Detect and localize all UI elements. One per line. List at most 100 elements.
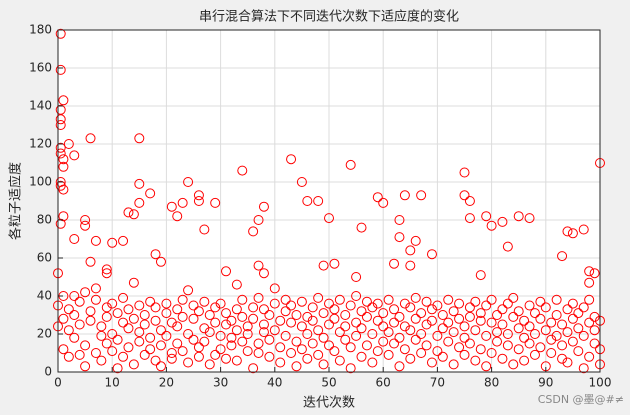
point [221, 266, 232, 277]
point [80, 215, 91, 225]
point [502, 340, 513, 351]
y-tick-label: 40 [37, 289, 52, 303]
point [584, 266, 595, 277]
point [567, 336, 578, 347]
point [296, 321, 307, 332]
point [145, 344, 156, 355]
point [58, 95, 69, 106]
point [340, 334, 351, 345]
point [112, 308, 123, 319]
point [161, 330, 172, 341]
point [562, 226, 573, 237]
point [486, 317, 497, 328]
point [63, 304, 74, 315]
point [134, 133, 145, 144]
point [101, 264, 112, 275]
point [551, 330, 562, 341]
point [567, 313, 578, 324]
point [112, 334, 123, 345]
point [193, 190, 204, 201]
point [269, 325, 280, 336]
y-tick-label: 140 [29, 99, 52, 113]
watermark: CSDN @墨@#≠ [538, 393, 624, 406]
point [155, 340, 166, 351]
point [334, 355, 345, 366]
point [508, 359, 519, 370]
point [226, 332, 237, 343]
point [150, 302, 161, 313]
point [529, 349, 540, 360]
point [307, 302, 318, 313]
point [123, 342, 134, 353]
point [107, 346, 118, 357]
point [172, 321, 183, 332]
point [589, 338, 600, 349]
point [356, 323, 367, 334]
point [345, 159, 356, 170]
point [118, 292, 129, 303]
point [269, 283, 280, 294]
point [481, 300, 492, 311]
point [567, 298, 578, 309]
point [188, 313, 199, 324]
point [112, 363, 123, 374]
point [258, 268, 269, 279]
point [183, 357, 194, 368]
point [307, 315, 318, 326]
point [524, 338, 535, 349]
point [286, 348, 297, 358]
point [74, 296, 85, 307]
point [193, 306, 204, 317]
point [481, 211, 492, 222]
point [258, 319, 269, 330]
point [432, 330, 443, 341]
point [96, 355, 107, 366]
point [513, 344, 524, 355]
point [475, 270, 486, 281]
point [63, 325, 74, 336]
point [275, 315, 286, 326]
point [248, 226, 259, 237]
point [529, 308, 540, 319]
point [80, 220, 91, 231]
point [513, 306, 524, 317]
x-tick-label: 80 [484, 376, 499, 390]
point [589, 325, 600, 336]
point [291, 336, 302, 347]
x-axis-label: 迭代次数 [303, 395, 355, 411]
point [519, 355, 530, 366]
point [118, 235, 129, 246]
point [242, 346, 253, 357]
point [63, 351, 74, 362]
point [302, 353, 313, 364]
point [318, 308, 329, 319]
point [210, 197, 221, 208]
point [464, 338, 475, 349]
point [166, 348, 177, 358]
point [448, 306, 459, 317]
point [155, 256, 166, 267]
point [470, 296, 481, 307]
point [258, 304, 269, 315]
point [101, 338, 112, 349]
point [378, 321, 389, 332]
point [351, 317, 362, 328]
point [551, 294, 562, 305]
point [475, 308, 486, 319]
point [69, 332, 80, 343]
point [372, 315, 383, 326]
point [280, 294, 291, 305]
point [74, 349, 85, 360]
point [535, 296, 546, 307]
point [248, 302, 259, 313]
point [356, 306, 367, 317]
point [324, 340, 334, 351]
point [351, 330, 362, 341]
x-tick-label: 90 [538, 376, 553, 390]
point [324, 319, 334, 330]
point [237, 311, 248, 322]
point [318, 260, 329, 271]
point [492, 310, 503, 320]
point [502, 329, 513, 339]
point [172, 338, 183, 349]
